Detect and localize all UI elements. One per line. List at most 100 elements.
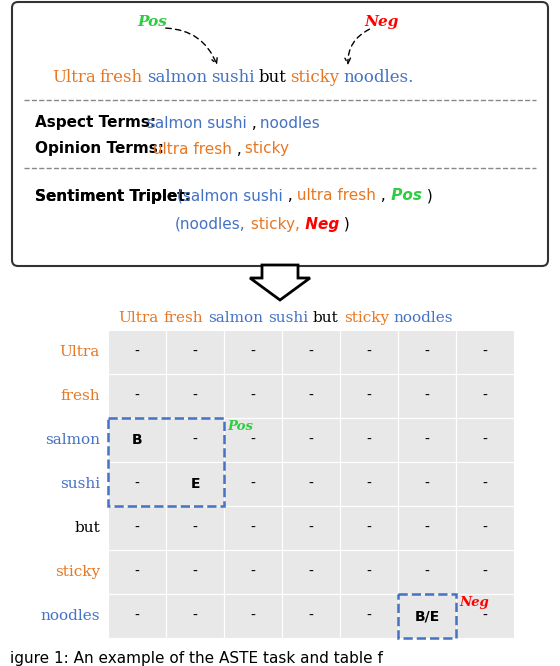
Text: -: - (367, 565, 371, 579)
Bar (108, 418, 166, 462)
Text: -: - (250, 433, 255, 447)
Text: -: - (424, 565, 430, 579)
Text: ): ) (422, 188, 433, 204)
Bar (282, 550, 340, 594)
Text: Pos: Pos (386, 188, 422, 204)
Text: -: - (134, 521, 139, 535)
Bar (166, 594, 224, 638)
Text: -: - (250, 345, 255, 359)
Text: -: - (193, 433, 198, 447)
FancyBboxPatch shape (12, 2, 548, 266)
Text: Sentiment Triplet:: Sentiment Triplet: (35, 188, 191, 204)
Text: -: - (309, 389, 314, 403)
Text: -: - (367, 433, 371, 447)
Text: -: - (483, 389, 487, 403)
Text: (salmon sushi: (salmon sushi (177, 188, 283, 204)
Bar (224, 418, 282, 462)
Bar (398, 462, 456, 506)
Bar (456, 418, 514, 462)
Text: -: - (309, 565, 314, 579)
Text: sticky: sticky (55, 565, 100, 579)
Text: Neg: Neg (365, 15, 399, 29)
Text: -: - (250, 521, 255, 535)
Text: -: - (367, 389, 371, 403)
Text: fresh: fresh (60, 389, 100, 403)
Bar (282, 418, 340, 462)
Text: -: - (250, 565, 255, 579)
Bar (456, 374, 514, 418)
Bar (398, 594, 456, 638)
Text: -: - (367, 477, 371, 491)
Text: -: - (134, 477, 139, 491)
Text: Pos: Pos (227, 420, 253, 433)
Text: E: E (190, 477, 200, 491)
Bar (456, 462, 514, 506)
Bar (282, 374, 340, 418)
Text: -: - (424, 521, 430, 535)
Bar (224, 550, 282, 594)
Bar (108, 462, 166, 506)
Text: -: - (309, 433, 314, 447)
Text: ultra fresh: ultra fresh (148, 141, 232, 157)
Text: ,: , (247, 115, 256, 131)
Bar (340, 374, 398, 418)
Text: -: - (193, 565, 198, 579)
Text: sushi: sushi (211, 69, 254, 87)
Text: Ultra: Ultra (52, 69, 96, 87)
Text: -: - (134, 565, 139, 579)
Bar (108, 594, 166, 638)
Text: but: but (313, 311, 339, 325)
Bar (224, 506, 282, 550)
Bar (108, 330, 166, 374)
Bar (166, 418, 224, 462)
Text: -: - (309, 521, 314, 535)
Text: -: - (250, 477, 255, 491)
Text: fresh: fresh (100, 69, 143, 87)
Text: Pos: Pos (137, 15, 167, 29)
Text: -: - (193, 345, 198, 359)
Bar (166, 550, 224, 594)
Text: -: - (483, 565, 487, 579)
Bar (282, 594, 340, 638)
Text: -: - (250, 609, 255, 623)
Bar (224, 594, 282, 638)
Bar (282, 506, 340, 550)
Text: salmon: salmon (147, 69, 207, 87)
Bar (398, 594, 456, 638)
Text: ,: , (376, 188, 386, 204)
Text: B: B (132, 433, 142, 447)
Bar (340, 330, 398, 374)
Text: -: - (309, 609, 314, 623)
Text: fresh: fresh (164, 311, 203, 325)
Bar (224, 374, 282, 418)
Text: sticky: sticky (291, 69, 339, 87)
Text: Ultra: Ultra (118, 311, 158, 325)
Bar (108, 506, 166, 550)
Text: Neg: Neg (459, 596, 489, 609)
Text: sticky,: sticky, (246, 216, 300, 232)
Bar (398, 418, 456, 462)
Text: -: - (193, 389, 198, 403)
Bar (224, 330, 282, 374)
Text: -: - (483, 609, 487, 623)
Text: noodles.: noodles. (343, 69, 414, 87)
Bar (340, 550, 398, 594)
Polygon shape (250, 265, 310, 300)
Bar (398, 374, 456, 418)
Bar (166, 374, 224, 418)
Text: sticky: sticky (344, 311, 389, 325)
Text: ,: , (232, 141, 241, 157)
Bar (108, 418, 224, 506)
Text: -: - (424, 389, 430, 403)
Bar (282, 330, 340, 374)
Text: -: - (134, 609, 139, 623)
Bar (108, 374, 166, 418)
Text: -: - (309, 477, 314, 491)
Bar (340, 418, 398, 462)
Bar (282, 462, 340, 506)
Text: B/E: B/E (414, 609, 440, 623)
Text: -: - (134, 389, 139, 403)
Text: -: - (483, 345, 487, 359)
Bar (456, 550, 514, 594)
Bar (398, 550, 456, 594)
